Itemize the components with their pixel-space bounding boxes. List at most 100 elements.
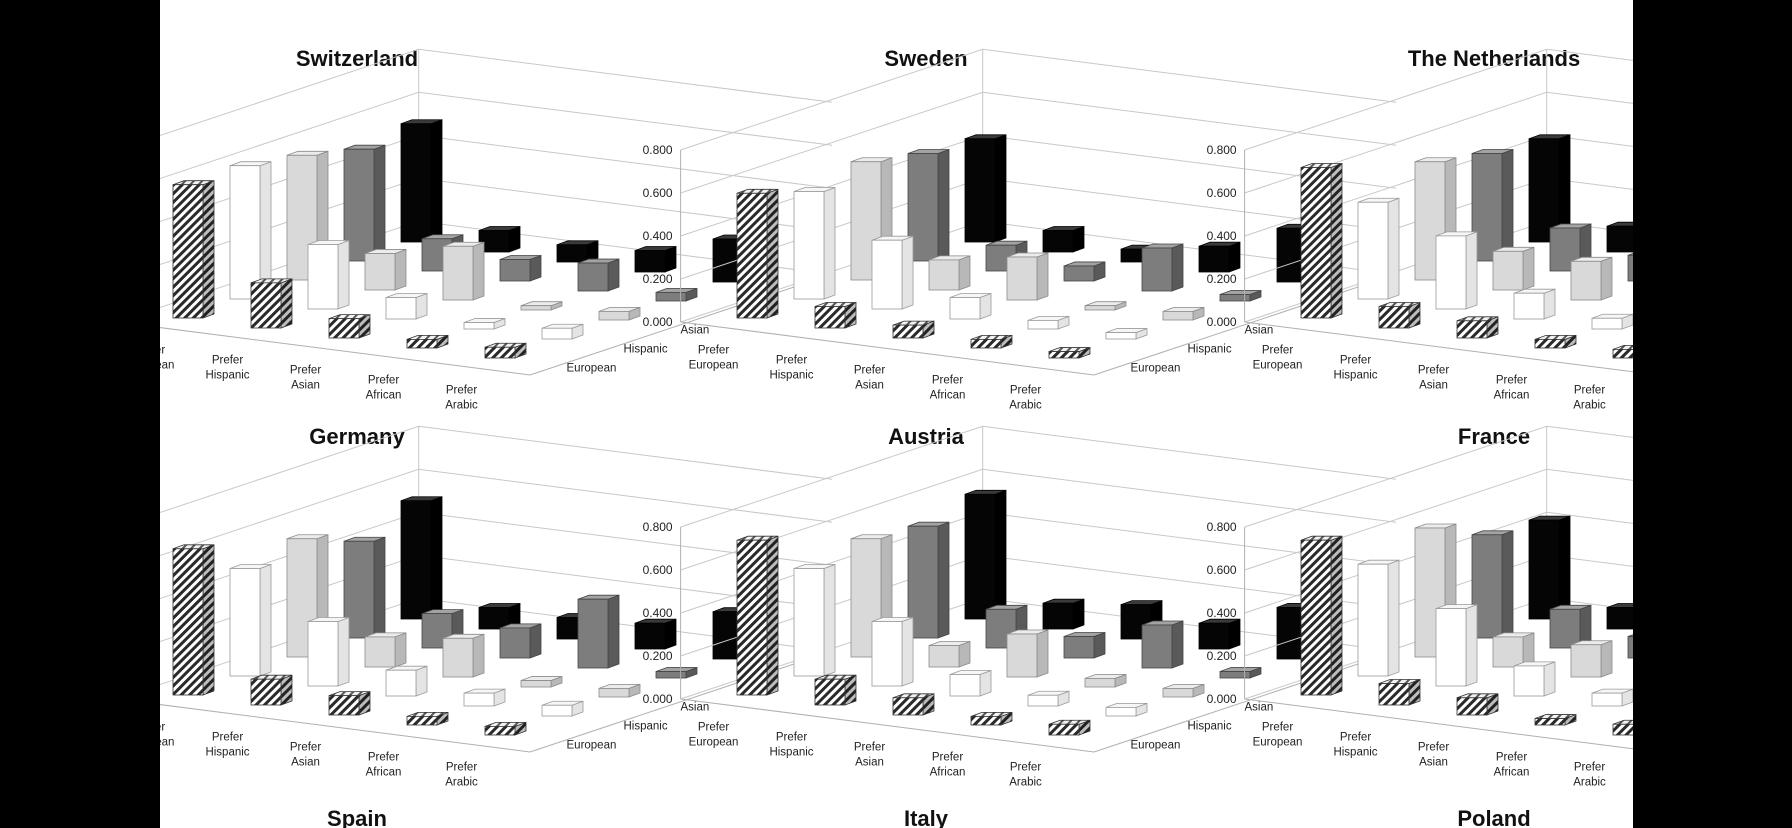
category-label: Prefer European	[125, 345, 175, 372]
bar-european-prefer-asian	[328, 691, 371, 716]
bar-african-prefer-african	[1141, 243, 1184, 292]
y-tick-label: 0.200	[1207, 649, 1237, 663]
bar-european-prefer-european	[1300, 162, 1343, 319]
bar-african-prefer-asian	[1063, 261, 1106, 282]
chart-switzerland: Switzerland Prefer European Prefer Hispanic P…	[125, 46, 833, 412]
charts-root: Switzerland Prefer European Prefer Hispanic P…	[125, 46, 1792, 828]
category-label: Prefer Hispanic	[769, 732, 813, 759]
bar-african-prefer-african	[577, 258, 620, 292]
bar-african-prefer-arabic	[1219, 666, 1262, 679]
bar-hispanic-prefer-asian	[949, 292, 992, 320]
series-label: European	[567, 740, 617, 752]
bar-asian-prefer-hispanic	[1492, 246, 1535, 291]
bar-african-prefer-african	[1141, 620, 1184, 669]
bar-european-prefer-asian	[1456, 693, 1499, 716]
bar-asian-prefer-arabic	[1727, 680, 1768, 697]
bar-asian-prefer-hispanic	[928, 255, 971, 291]
y-tick-label: 0.800	[643, 143, 673, 157]
bar-asian-prefer-hispanic	[364, 248, 407, 291]
bar-european-prefer-african	[1534, 713, 1577, 726]
floor-edge	[1244, 321, 1633, 373]
bar-arabic-prefer-hispanic	[478, 602, 521, 630]
bar-asian-prefer-asian	[442, 633, 485, 678]
bar-arabic-prefer-asian	[1685, 241, 1726, 262]
bar-arabic-prefer-european	[1528, 134, 1571, 243]
category-label: Prefer European	[125, 722, 175, 749]
category-label: Prefer Asian	[1418, 365, 1449, 392]
category-label: Prefer Arabic	[445, 385, 478, 412]
bar-european-prefer-hispanic	[1378, 301, 1421, 329]
bar-hispanic-prefer-asian	[1513, 288, 1556, 320]
series-label: European	[1131, 363, 1181, 375]
bar-asian-prefer-arabic	[1162, 683, 1205, 698]
bar-asian-prefer-african	[1649, 674, 1690, 687]
chart-title: Switzerland	[296, 46, 418, 71]
bar-hispanic-prefer-african	[1027, 690, 1070, 707]
bar-european-prefer-arabic	[1048, 346, 1091, 359]
bar-asian-prefer-african	[1649, 300, 1690, 310]
bar-arabic-prefer-european	[400, 496, 443, 620]
bar-african-prefer-arabic	[1219, 289, 1262, 302]
bar-hispanic-prefer-arabic	[1670, 326, 1711, 339]
bar-european-prefer-european	[172, 544, 215, 696]
bar-european-prefer-hispanic	[814, 674, 857, 706]
bar-arabic-prefer-european	[400, 119, 443, 243]
series-label: Asian	[681, 325, 710, 337]
bar-european-prefer-arabic	[1048, 719, 1091, 736]
floor-edge	[680, 650, 1397, 753]
bar-arabic-prefer-european	[964, 489, 1007, 620]
bar-african-prefer-asian	[1627, 634, 1633, 659]
y-tick-label: 0.000	[1207, 315, 1237, 329]
bar-hispanic-prefer-arabic	[541, 700, 584, 717]
category-label: Prefer African	[366, 752, 402, 779]
category-label: Prefer Hispanic	[205, 732, 249, 759]
bar-asian-prefer-arabic	[598, 683, 641, 698]
chart-title-spain: Spain	[327, 806, 387, 828]
chart-title-italy: Italy	[904, 806, 949, 828]
series-label: Asian	[681, 702, 710, 714]
category-label: Prefer African	[930, 375, 966, 402]
bar-european-prefer-arabic	[484, 342, 527, 359]
bar-african-prefer-asian	[499, 623, 542, 659]
bar-european-prefer-hispanic	[1378, 678, 1421, 706]
y-tick-label: 0.200	[1207, 272, 1237, 286]
bar-european-prefer-hispanic	[250, 674, 293, 706]
bar-asian-prefer-arabic	[1162, 306, 1205, 321]
category-label: Prefer Asian	[290, 365, 321, 392]
bar-european-prefer-asian	[328, 314, 371, 339]
bar-hispanic-prefer-asian	[1513, 661, 1556, 697]
bar-african-prefer-arabic	[1784, 291, 1792, 301]
bar-asian-prefer-asian	[1006, 629, 1049, 678]
bar-african-prefer-african	[1706, 604, 1747, 668]
chart-title: France	[1458, 424, 1530, 449]
bar-european-prefer-african	[1534, 334, 1577, 349]
series-label: Asian	[1245, 325, 1274, 337]
bar-european-prefer-asian	[892, 320, 935, 339]
bar-hispanic-prefer-hispanic	[871, 235, 914, 310]
bar-hispanic-prefer-hispanic	[307, 616, 350, 687]
y-tick-label: 0.000	[643, 692, 673, 706]
bar-hispanic-prefer-european	[1357, 559, 1400, 677]
series-label: Hispanic	[1188, 344, 1232, 356]
bar-african-prefer-european	[1471, 148, 1514, 262]
series-label: Asian	[1245, 702, 1274, 714]
bar-hispanic-prefer-african	[1591, 313, 1633, 330]
y-tick-label: 0.600	[1207, 186, 1237, 200]
series-label: Hispanic	[1752, 721, 1792, 733]
series-label: Hispanic	[624, 344, 668, 356]
category-label: Prefer Arabic	[1009, 762, 1042, 789]
floor-edge	[160, 273, 833, 376]
y-tick-label: 0.400	[1207, 229, 1237, 243]
y-tick-label: 0.800	[1207, 520, 1237, 534]
bar-african-prefer-african	[1706, 223, 1747, 292]
bar-african-prefer-arabic	[1784, 665, 1792, 678]
bar-european-prefer-european	[736, 535, 779, 696]
bar-european-prefer-european	[172, 180, 215, 319]
bar-european-prefer-african	[406, 334, 449, 349]
bar-arabic-prefer-african	[1763, 624, 1792, 650]
bar-arabic-prefer-asian	[556, 240, 599, 263]
bar-european-prefer-african	[970, 711, 1013, 726]
bar-hispanic-prefer-hispanic	[871, 616, 914, 687]
bar-asian-prefer-hispanic	[364, 632, 407, 668]
